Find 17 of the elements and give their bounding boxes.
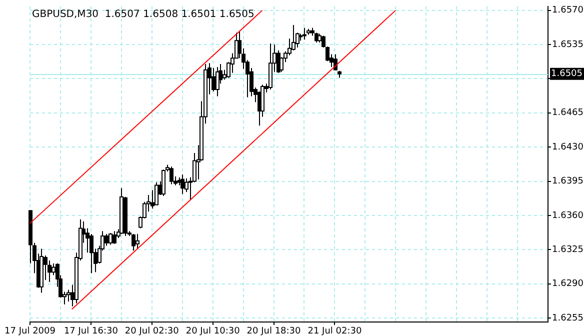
y-tick-label: 1.6535 — [552, 40, 584, 50]
y-tick-label: 1.6570 — [552, 6, 584, 16]
y-tick-label: 1.6395 — [552, 176, 584, 187]
y-tick-label: 1.6255 — [552, 313, 584, 324]
x-tick-label: 20 Jul 10:30 — [186, 326, 240, 336]
y-tick-label: 1.6465 — [552, 108, 584, 118]
y-tick-label: 1.6430 — [552, 142, 584, 152]
y-tick-label: 1.6290 — [552, 279, 584, 290]
x-tick-label: 17 Jul 2009 — [4, 326, 56, 336]
ref-line-label: 1.6505 — [551, 69, 582, 80]
chart-title: GBPUSD,M30 1.6507 1.6508 1.6501 1.6505 — [32, 8, 254, 20]
y-tick-label: 1.6360 — [552, 210, 584, 221]
x-tick-label: 21 Jul 02:30 — [308, 326, 362, 336]
x-tick-label: 17 Jul 16:30 — [64, 326, 118, 336]
y-tick-label: 1.6325 — [552, 245, 584, 256]
x-tick-label: 20 Jul 02:30 — [124, 326, 180, 336]
x-tick-label: 20 Jul 18:30 — [246, 326, 302, 336]
